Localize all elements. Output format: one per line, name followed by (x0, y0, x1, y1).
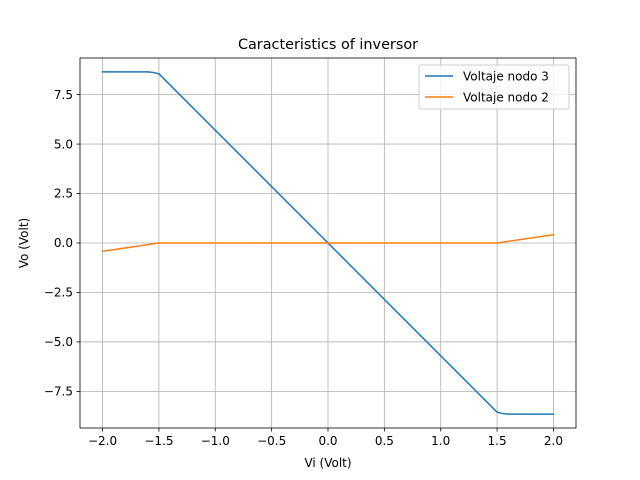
legend-box (418, 64, 570, 110)
x-axis-label: Vi (Volt) (304, 456, 351, 470)
x-tick-label: −2.0 (88, 434, 117, 448)
y-axis-ticks: −7.5 −5.0 −2.5 0.0 2.5 5.0 7.5 (44, 88, 80, 399)
x-tick-label: −1.0 (201, 434, 230, 448)
x-tick-label: 2.0 (544, 434, 563, 448)
y-tick-label: 0.0 (54, 236, 73, 250)
x-tick-label: 0.5 (375, 434, 394, 448)
x-tick-label: 0.0 (318, 434, 337, 448)
y-tick-label: 2.5 (54, 187, 73, 201)
y-tick-label: −5.0 (44, 335, 73, 349)
legend: Voltaje nodo 3 Voltaje nodo 2 (418, 64, 570, 110)
legend-label: Voltaje nodo 3 (463, 69, 549, 83)
legend-label: Voltaje nodo 2 (463, 90, 549, 104)
y-tick-label: −2.5 (44, 286, 73, 300)
series-layer (101, 71, 555, 415)
y-axis-label: Vo (Volt) (17, 218, 31, 268)
x-tick-label: −1.5 (144, 434, 173, 448)
x-tick-label: 1.5 (488, 434, 507, 448)
x-tick-label: 1.0 (431, 434, 450, 448)
series-line (101, 233, 555, 253)
grid (80, 58, 576, 428)
x-tick-label: −0.5 (257, 434, 286, 448)
x-axis-ticks: −2.0 −1.5 −1.0 −0.5 0.0 0.5 1.0 1.5 2.0 (88, 428, 563, 448)
y-tick-label: 5.0 (54, 137, 73, 151)
chart-title: Caracteristics of inversor (238, 37, 418, 53)
y-tick-label: −7.5 (44, 385, 73, 399)
y-tick-label: 7.5 (54, 88, 73, 102)
